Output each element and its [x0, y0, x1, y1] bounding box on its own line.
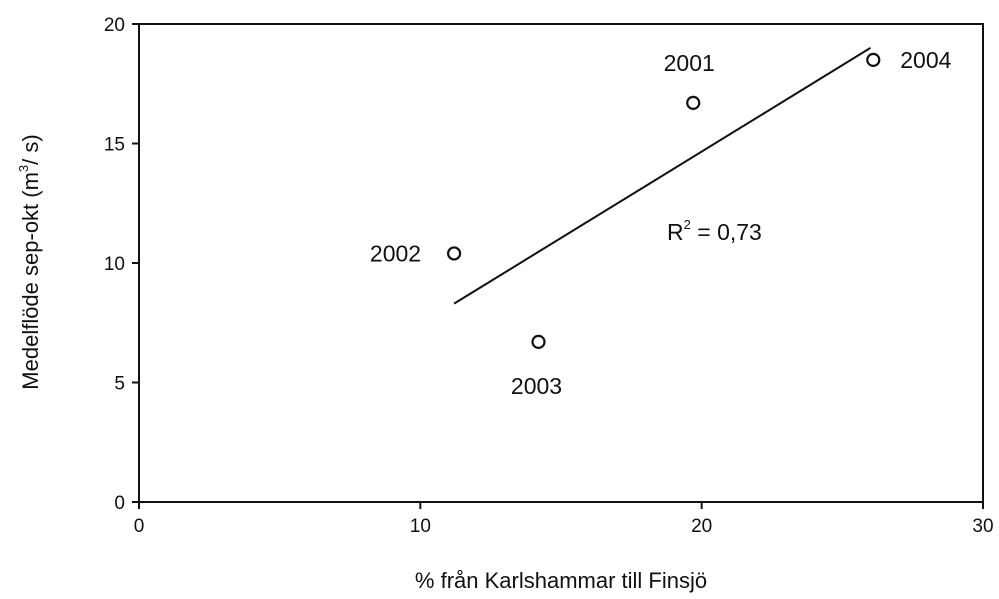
y-axis-title-end: / s) — [18, 134, 43, 165]
point-label-2004: 2004 — [900, 47, 951, 73]
point-labels: 2001 2002 2003 2004 — [370, 47, 952, 399]
x-tick-label: 10 — [410, 516, 431, 537]
y-tick-label: 0 — [114, 493, 125, 514]
data-point-2002 — [446, 246, 462, 261]
y-axis-title-sup: 3 — [16, 165, 31, 172]
data-point-2004 — [866, 52, 881, 67]
r-squared-sup: 2 — [684, 217, 691, 232]
trendline — [453, 47, 871, 305]
y-tick-label: 10 — [104, 254, 125, 275]
data-points — [446, 52, 881, 349]
point-label-2003: 2003 — [511, 373, 562, 399]
x-tick-label: 0 — [134, 516, 145, 537]
y-tick-label: 5 — [114, 374, 125, 395]
y-axis-title: Medelflöde sep-okt (m3/ s) — [16, 134, 43, 389]
data-point-2001 — [686, 95, 701, 110]
x-axis: 0 10 20 30 — [134, 502, 994, 537]
r-squared-annotation: R2 = 0,73 — [667, 217, 762, 245]
point-label-2001: 2001 — [664, 50, 715, 76]
y-tick-label: 20 — [104, 15, 125, 36]
r-squared-main: R — [667, 219, 684, 245]
plot-area — [138, 23, 984, 503]
y-axis: 0 5 10 15 20 — [104, 15, 139, 514]
y-axis-title-main: Medelflöde sep-okt (m — [18, 172, 43, 390]
x-axis-title: % från Karlshammar till Finsjö — [415, 568, 707, 593]
y-tick-label: 15 — [104, 135, 125, 156]
point-label-2002: 2002 — [370, 240, 421, 266]
x-tick-label: 20 — [691, 516, 712, 537]
data-point-2003 — [531, 334, 546, 349]
x-tick-label: 30 — [972, 516, 993, 537]
r-squared-rest: = 0,73 — [691, 219, 762, 245]
